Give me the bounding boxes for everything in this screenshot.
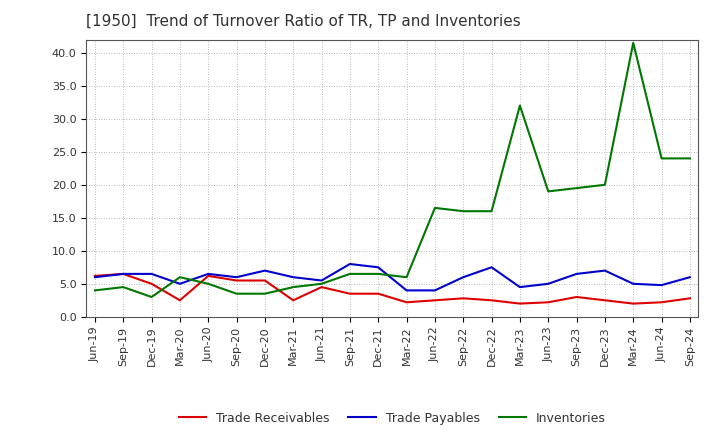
Trade Receivables <box>685 296 694 301</box>
Trade Payables <box>487 264 496 270</box>
Inventories <box>544 189 552 194</box>
Trade Receivables <box>431 297 439 303</box>
Trade Receivables <box>346 291 354 297</box>
Trade Payables <box>176 281 184 286</box>
Inventories <box>572 186 581 191</box>
Trade Receivables <box>459 296 467 301</box>
Inventories <box>657 156 666 161</box>
Inventories <box>629 40 637 45</box>
Inventories <box>204 281 212 286</box>
Inventories <box>289 284 297 290</box>
Trade Receivables <box>119 271 127 276</box>
Trade Receivables <box>487 297 496 303</box>
Trade Receivables <box>318 284 326 290</box>
Trade Payables <box>374 264 382 270</box>
Inventories <box>318 281 326 286</box>
Trade Payables <box>516 284 524 290</box>
Inventories <box>233 291 241 297</box>
Inventories <box>176 275 184 280</box>
Trade Receivables <box>629 301 637 306</box>
Inventories <box>516 103 524 108</box>
Trade Payables <box>233 275 241 280</box>
Trade Payables <box>657 282 666 288</box>
Trade Receivables <box>402 300 411 305</box>
Inventories <box>459 209 467 214</box>
Trade Payables <box>91 275 99 280</box>
Line: Trade Receivables: Trade Receivables <box>95 274 690 304</box>
Inventories <box>487 209 496 214</box>
Line: Trade Payables: Trade Payables <box>95 264 690 290</box>
Trade Receivables <box>261 278 269 283</box>
Trade Payables <box>148 271 156 276</box>
Inventories <box>119 284 127 290</box>
Trade Receivables <box>657 300 666 305</box>
Trade Payables <box>685 275 694 280</box>
Trade Payables <box>402 288 411 293</box>
Inventories <box>374 271 382 276</box>
Inventories <box>402 275 411 280</box>
Trade Receivables <box>233 278 241 283</box>
Trade Payables <box>600 268 609 273</box>
Trade Receivables <box>544 300 552 305</box>
Trade Receivables <box>176 297 184 303</box>
Inventories <box>685 156 694 161</box>
Trade Payables <box>119 271 127 276</box>
Trade Receivables <box>600 297 609 303</box>
Trade Payables <box>544 281 552 286</box>
Inventories <box>91 288 99 293</box>
Trade Payables <box>318 278 326 283</box>
Inventories <box>431 205 439 210</box>
Inventories <box>261 291 269 297</box>
Trade Receivables <box>289 297 297 303</box>
Trade Receivables <box>516 301 524 306</box>
Trade Receivables <box>572 294 581 300</box>
Trade Payables <box>346 261 354 267</box>
Trade Receivables <box>374 291 382 297</box>
Legend: Trade Receivables, Trade Payables, Inventories: Trade Receivables, Trade Payables, Inven… <box>179 412 606 425</box>
Trade Receivables <box>204 273 212 279</box>
Trade Payables <box>289 275 297 280</box>
Trade Payables <box>572 271 581 276</box>
Trade Payables <box>204 271 212 276</box>
Trade Receivables <box>148 281 156 286</box>
Trade Payables <box>629 281 637 286</box>
Line: Inventories: Inventories <box>95 43 690 297</box>
Text: [1950]  Trend of Turnover Ratio of TR, TP and Inventories: [1950] Trend of Turnover Ratio of TR, TP… <box>86 14 521 29</box>
Trade Receivables <box>91 273 99 279</box>
Trade Payables <box>261 268 269 273</box>
Inventories <box>600 182 609 187</box>
Trade Payables <box>431 288 439 293</box>
Inventories <box>346 271 354 276</box>
Trade Payables <box>459 275 467 280</box>
Inventories <box>148 294 156 300</box>
